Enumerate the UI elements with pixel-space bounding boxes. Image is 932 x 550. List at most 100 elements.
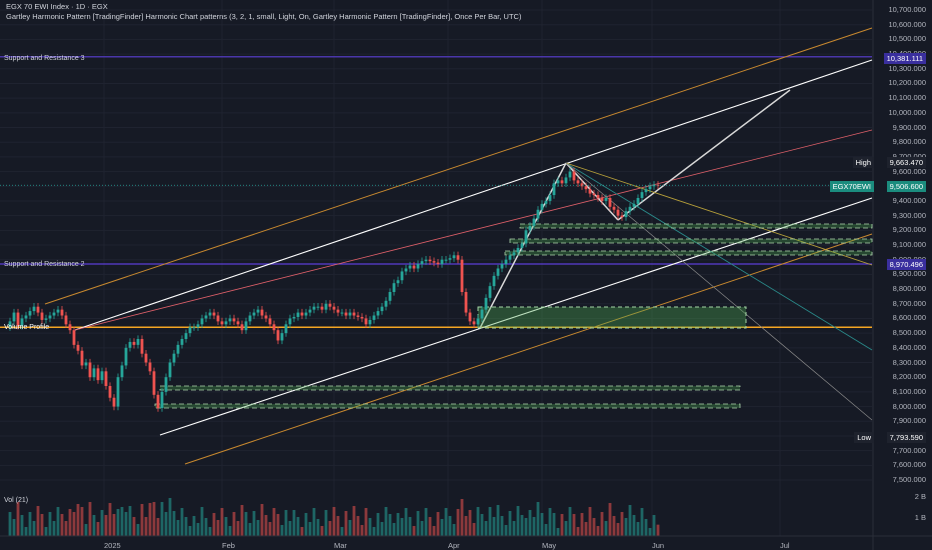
volume-bar [524, 518, 528, 536]
candle-body [456, 255, 460, 260]
time-axis-jun: Jun [652, 541, 665, 550]
high-price-tag: 9,663.470 [886, 157, 926, 168]
candle-body [368, 319, 372, 325]
volume-bar [472, 523, 476, 536]
candle-body [220, 321, 224, 325]
candle-body [56, 309, 60, 313]
volume-bar [152, 502, 156, 536]
zone-box [477, 306, 747, 329]
candle-body [128, 341, 132, 348]
candle-body [612, 206, 616, 210]
candle-body [408, 265, 412, 269]
candle-body [100, 371, 104, 381]
time-axis-may: May [542, 541, 557, 550]
candle-body [536, 209, 540, 219]
low-price-tag: 7,793.590 [886, 432, 926, 443]
candle-body [444, 259, 448, 261]
volume-pane-label: Vol (21) [4, 497, 29, 504]
candle-body [112, 397, 116, 407]
volume-bar [24, 527, 28, 536]
candle-body [404, 268, 408, 272]
volume-bar [368, 518, 372, 536]
candle-body [648, 186, 652, 190]
candle-body [540, 203, 544, 210]
candle-body [384, 300, 388, 307]
zone-line [519, 223, 873, 229]
price-axis-tick: 7,700.000 [892, 445, 926, 455]
volume-bar [496, 505, 500, 536]
candle-body [132, 341, 136, 345]
volume-bar [460, 499, 464, 536]
volume-bar [88, 502, 92, 536]
volume-bar [76, 504, 80, 536]
candle-body [8, 321, 12, 328]
volume-bar [244, 512, 248, 536]
volume-bar [100, 510, 104, 536]
candle-body [532, 218, 536, 226]
volume-bar [420, 521, 424, 536]
volume-bar [448, 516, 452, 536]
volume-axis-2b: 2 B [914, 492, 926, 501]
price-axis-tick: 8,100.000 [892, 386, 926, 396]
price-axis-tick: 9,300.000 [892, 210, 926, 220]
candle-body [492, 275, 496, 287]
volume-bar [456, 509, 460, 536]
candle-body [52, 312, 56, 316]
volume-bar [548, 508, 552, 536]
volume-bar [388, 514, 392, 536]
price-axis-tick: 10,200.000 [888, 78, 926, 88]
volume-bar [204, 518, 208, 536]
candle-body [44, 318, 48, 320]
candle-body [568, 171, 572, 178]
price-axis-tick: 10,100.000 [888, 93, 926, 103]
candle-body [204, 315, 208, 319]
candle-body [28, 311, 32, 316]
candle-body [388, 292, 392, 301]
candle-body [524, 230, 528, 244]
candle-body [84, 362, 88, 366]
volume-bar [432, 526, 436, 536]
volume-bar [184, 517, 188, 536]
volume-bar [268, 522, 272, 536]
volume-bar [172, 511, 176, 536]
volume-bar [324, 510, 328, 536]
volume-bar [564, 521, 568, 536]
volume-bar [312, 508, 316, 536]
price-axis-tick: 10,000.000 [888, 107, 926, 117]
volume-bar [296, 517, 300, 536]
volume-bar [300, 527, 304, 536]
candle-body [88, 362, 92, 378]
candle-body [544, 200, 548, 204]
volume-bar [652, 515, 656, 536]
indicator-legend[interactable]: Gartley Harmonic Pattern [TradingFinder]… [6, 12, 522, 21]
volume-bar [596, 526, 600, 536]
volume-axis-1b: 1 B [914, 513, 926, 522]
candle-body [140, 339, 144, 354]
volume-bar [188, 526, 192, 536]
fan-grey [565, 162, 873, 421]
volume-bar [8, 512, 12, 536]
candle-body [528, 225, 532, 231]
sr2-price-tag: 8,970.496 [886, 259, 926, 270]
volume-bar [644, 519, 648, 536]
price-axis-tick: 10,600.000 [888, 19, 926, 29]
price-axis-tick: 9,800.000 [892, 137, 926, 147]
candle-body [460, 259, 464, 292]
volume-bar [540, 513, 544, 536]
candle-body [584, 186, 588, 190]
candle-body [480, 309, 484, 319]
volume-bar [280, 525, 284, 536]
volume-bar [608, 503, 612, 536]
candle-body [352, 312, 356, 316]
volume-bar [396, 513, 400, 536]
candle-body [252, 312, 256, 316]
volume-bar [40, 514, 44, 536]
volume-bar [620, 512, 624, 536]
chart-title[interactable]: EGX 70 EWI Index · 1D · EGX [6, 2, 108, 11]
candle-body [260, 309, 264, 316]
candle-body [240, 324, 244, 331]
volume-bar [364, 508, 368, 536]
candle-body [596, 195, 600, 198]
